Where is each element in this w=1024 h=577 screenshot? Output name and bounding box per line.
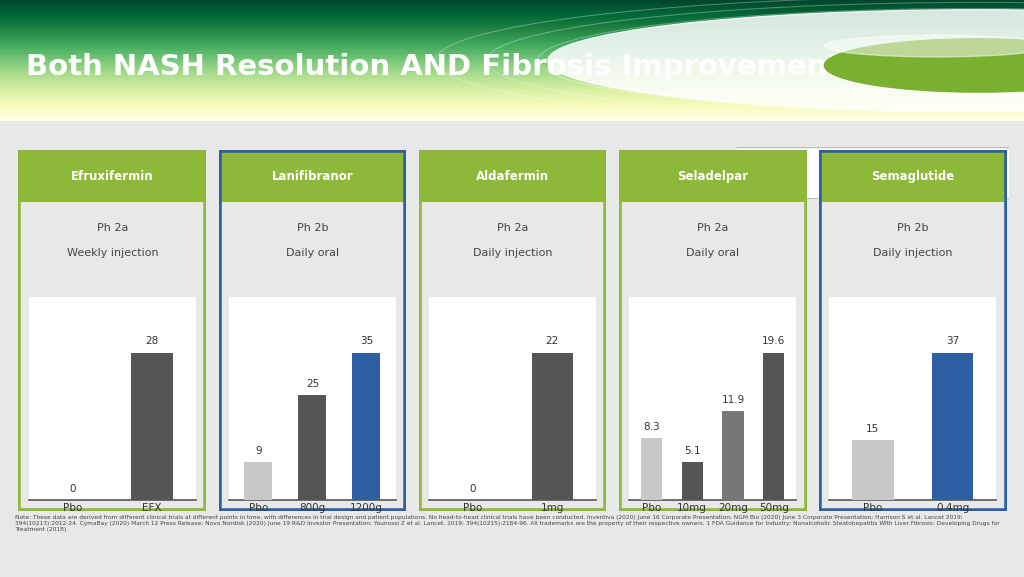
Text: 25: 25 bbox=[306, 379, 319, 389]
Bar bbox=[131, 353, 173, 500]
Text: Ph 2a: Ph 2a bbox=[497, 223, 528, 233]
Bar bbox=[819, 150, 1007, 203]
Text: Both NASH Resolution AND Fibrosis Improvement: Both NASH Resolution AND Fibrosis Improv… bbox=[26, 53, 841, 81]
Bar bbox=[722, 411, 743, 500]
Text: 19.6: 19.6 bbox=[762, 336, 785, 347]
Text: Weekly injection: Weekly injection bbox=[67, 248, 158, 258]
Text: Lanifibranor: Lanifibranor bbox=[271, 170, 353, 183]
Text: 5.1: 5.1 bbox=[684, 445, 700, 456]
Text: 28: 28 bbox=[145, 336, 159, 347]
Text: Note: These data are derived from different clinical trials at different points : Note: These data are derived from differ… bbox=[15, 515, 999, 532]
Bar bbox=[852, 440, 894, 500]
Text: 35: 35 bbox=[359, 336, 373, 347]
Text: Aldafermin: Aldafermin bbox=[476, 170, 549, 183]
Text: 37: 37 bbox=[946, 336, 959, 347]
Text: 9: 9 bbox=[255, 446, 262, 456]
Bar bbox=[419, 150, 606, 203]
Text: Ph 2b: Ph 2b bbox=[897, 223, 929, 233]
Bar bbox=[531, 353, 573, 500]
FancyBboxPatch shape bbox=[729, 147, 1017, 199]
Text: 0: 0 bbox=[469, 484, 476, 494]
Bar bbox=[932, 353, 973, 500]
Text: Daily oral: Daily oral bbox=[286, 248, 339, 258]
Text: Compounds in Phase 3: Compounds in Phase 3 bbox=[867, 167, 1002, 179]
Bar bbox=[618, 150, 807, 203]
Text: Daily injection: Daily injection bbox=[473, 248, 552, 258]
Bar bbox=[245, 462, 272, 500]
Text: Daily oral: Daily oral bbox=[686, 248, 739, 258]
Text: 15: 15 bbox=[866, 424, 880, 434]
Bar bbox=[682, 462, 702, 500]
Text: Ph 2b: Ph 2b bbox=[297, 223, 328, 233]
Text: Ph 2a: Ph 2a bbox=[697, 223, 728, 233]
Ellipse shape bbox=[824, 39, 1024, 92]
Text: Semaglutide: Semaglutide bbox=[871, 170, 954, 183]
Bar bbox=[298, 395, 327, 500]
Bar bbox=[641, 438, 662, 500]
Text: 11.9: 11.9 bbox=[721, 395, 744, 404]
Text: Daily injection: Daily injection bbox=[872, 248, 952, 258]
Bar bbox=[18, 150, 206, 203]
Text: Efruxifermin: Efruxifermin bbox=[71, 170, 154, 183]
Bar bbox=[218, 150, 407, 203]
Bar bbox=[824, 160, 857, 186]
Text: 8.3: 8.3 bbox=[643, 422, 659, 432]
Text: Ph 2a: Ph 2a bbox=[96, 223, 128, 233]
Ellipse shape bbox=[824, 35, 1024, 57]
Text: 0: 0 bbox=[70, 484, 76, 494]
Bar bbox=[352, 353, 381, 500]
Bar bbox=[763, 353, 784, 500]
Text: Seladelpar: Seladelpar bbox=[677, 170, 749, 183]
Circle shape bbox=[548, 10, 1024, 111]
FancyBboxPatch shape bbox=[729, 147, 1017, 199]
Text: 22: 22 bbox=[546, 336, 559, 347]
